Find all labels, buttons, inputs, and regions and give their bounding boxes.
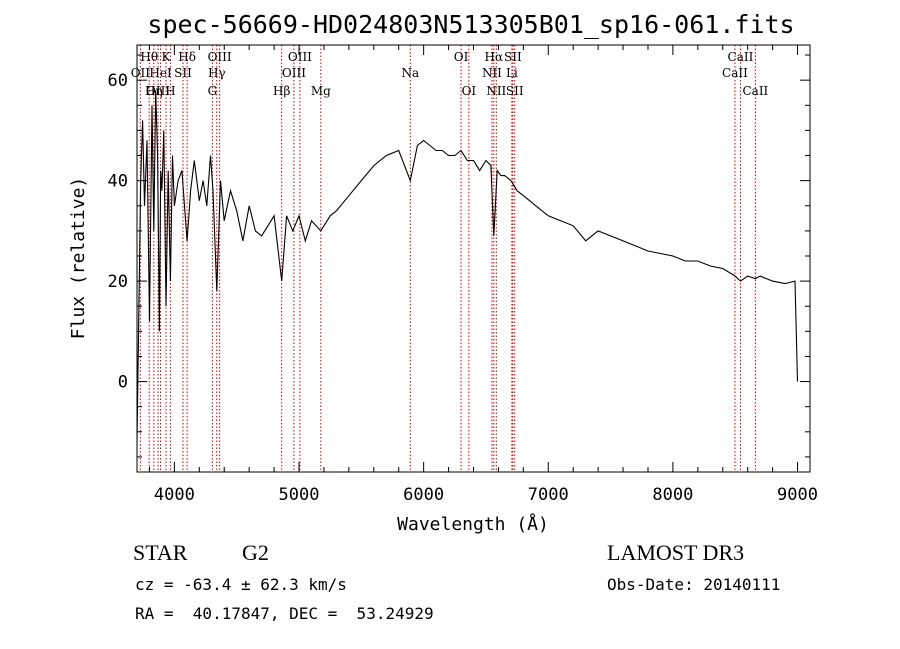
- observation-date: Obs-Date: 20140111: [607, 575, 781, 594]
- marker-label-sii: SII: [504, 50, 522, 64]
- x-tick-label: 8000: [652, 485, 693, 505]
- marker-label-g: G: [208, 84, 218, 98]
- marker-label-caii: CaII: [742, 84, 768, 98]
- chart-title: spec-56669-HD024803N513305B01_sp16-061.f…: [147, 10, 794, 39]
- y-tick-label: 60: [108, 71, 128, 91]
- marker-label-mg: Mg: [311, 84, 331, 98]
- marker-label-hγ: Hγ: [208, 66, 226, 80]
- object-type: STAR: [133, 540, 188, 565]
- marker-label-hβ: Hβ: [273, 84, 290, 98]
- y-tick-label: 0: [118, 373, 128, 393]
- x-tick-label: 9000: [777, 485, 818, 505]
- coordinates: RA = 40.17847, DEC = 53.24929: [135, 604, 434, 623]
- marker-label-oi: OI: [462, 84, 477, 98]
- marker-label-oiii: OIII: [208, 50, 232, 64]
- plot-frame: [136, 44, 811, 473]
- marker-label-sii: SII: [174, 66, 192, 80]
- x-tick-label: 6000: [403, 485, 444, 505]
- spectrum-chart: spec-56669-HD024803N513305B01_sp16-061.f…: [68, 10, 818, 535]
- marker-label-na: Na: [401, 66, 419, 80]
- marker-label-hα: Hα: [485, 50, 504, 64]
- y-tick-label: 40: [108, 172, 128, 192]
- redshift-velocity: cz = -63.4 ± 62.3 km/s: [135, 575, 347, 594]
- marker-label-h: H: [165, 84, 175, 98]
- marker-label-li: Li: [506, 66, 518, 80]
- x-axis-label: Wavelength (Å): [397, 513, 549, 535]
- x-axis-ticks: 4000 5000 6000 7000 8000 9000: [148, 45, 818, 505]
- marker-label-caii: CaII: [722, 66, 748, 80]
- marker-label-oiii: OIII: [282, 66, 306, 80]
- spectral-subclass: G2: [242, 540, 269, 565]
- y-axis-ticks: 0 20 40 60: [108, 54, 810, 458]
- marker-label-nii: NII: [482, 66, 502, 80]
- marker-label-oi: OI: [454, 50, 469, 64]
- y-axis-label: Flux (relative): [68, 177, 89, 340]
- marker-label-hδ: Hδ: [178, 50, 196, 64]
- x-tick-label: 5000: [279, 485, 320, 505]
- marker-label-k: K: [162, 50, 172, 64]
- marker-label-oii: OII: [131, 66, 151, 80]
- marker-label-oiii: OIII: [288, 50, 312, 64]
- marker-label-hθ: Hθ: [140, 50, 158, 64]
- marker-label-caii: CaII: [728, 50, 754, 64]
- x-tick-label: 7000: [528, 485, 569, 505]
- marker-label-oiii: OIII: [146, 84, 170, 98]
- y-tick-label: 20: [108, 272, 128, 292]
- marker-label-hei: HeI: [149, 66, 172, 80]
- marker-label-nii: NII: [486, 84, 506, 98]
- emission-line-markers: [139, 45, 756, 472]
- x-tick-label: 4000: [154, 485, 195, 505]
- marker-label-hη: Hη: [145, 84, 163, 98]
- survey-name: LAMOST DR3: [607, 540, 745, 565]
- marker-label-sii: SII: [506, 84, 524, 98]
- flux-series-line: [136, 90, 799, 442]
